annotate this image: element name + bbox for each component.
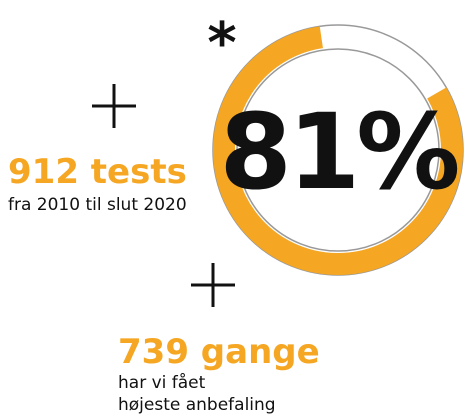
ring-arc xyxy=(213,26,463,275)
ring-label: 81% xyxy=(220,91,458,213)
stat-value: 739 gange xyxy=(118,332,320,372)
plus-icon xyxy=(191,263,235,307)
plus-icon xyxy=(92,84,136,128)
stat-caption: har vi fået xyxy=(118,372,206,393)
stat-caption: fra 2010 til slut 2020 xyxy=(8,195,187,215)
stat-value: 912 tests xyxy=(8,152,187,192)
stat-caption: højeste anbefaling xyxy=(118,395,276,415)
asterisk: * xyxy=(207,11,236,76)
ring-inner xyxy=(236,48,440,252)
